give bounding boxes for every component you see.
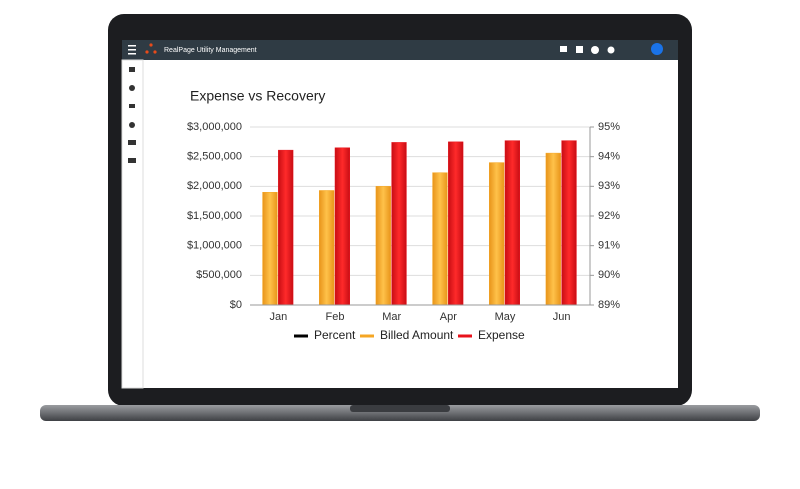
y-tick-label: $1,000,000: [187, 240, 242, 252]
y2-tick-label: 91%: [598, 240, 620, 252]
y-tick-label: $2,500,000: [187, 151, 242, 163]
bar: [545, 152, 561, 306]
bar: [334, 147, 350, 306]
x-tick-label: Jun: [553, 311, 571, 323]
avatar[interactable]: [651, 43, 663, 55]
legend-label: Percent: [314, 328, 356, 342]
bar: [278, 149, 294, 306]
bar: [375, 186, 391, 306]
y-tick-label: $0: [230, 299, 242, 311]
legend-label: Billed Amount: [380, 328, 454, 342]
y-tick-label: $1,500,000: [187, 210, 242, 222]
legend-swatch: [294, 334, 308, 338]
sidebar-icons[interactable]: [128, 67, 136, 163]
bar: [448, 141, 464, 306]
sidebar: [121, 59, 144, 389]
menu-icon[interactable]: [128, 45, 136, 55]
x-tick-label: Apr: [440, 311, 457, 323]
y2-tick-label: 94%: [598, 151, 620, 163]
bar: [504, 140, 520, 306]
bar: [489, 162, 505, 306]
y2-tick-label: 89%: [598, 299, 620, 311]
header-icons[interactable]: [560, 46, 615, 54]
header-bar: [122, 40, 678, 60]
x-tick-label: Mar: [382, 311, 401, 323]
bar: [262, 192, 278, 306]
x-tick-label: May: [495, 311, 516, 323]
y-tick-label: $2,000,000: [187, 180, 242, 192]
legend-label: Expense: [478, 328, 525, 342]
y2-tick-label: 95%: [598, 121, 620, 133]
y-tick-label: $500,000: [196, 269, 242, 281]
y-tick-label: $3,000,000: [187, 121, 242, 133]
bar: [391, 142, 407, 306]
bar: [319, 190, 335, 306]
laptop-base: [40, 405, 760, 421]
legend-swatch: [360, 334, 374, 338]
notch: [350, 405, 450, 412]
app-title: RealPage Utility Management: [164, 47, 257, 54]
y2-tick-label: 90%: [598, 269, 620, 281]
legend-swatch: [458, 334, 472, 338]
x-tick-label: Feb: [326, 311, 345, 323]
y2-tick-label: 93%: [598, 180, 620, 192]
bar: [432, 172, 448, 306]
y2-tick-label: 92%: [598, 210, 620, 222]
logo: [145, 43, 157, 54]
chart-title: Expense vs Recovery: [190, 88, 325, 104]
x-tick-label: Jan: [269, 311, 287, 323]
bar: [561, 140, 577, 306]
